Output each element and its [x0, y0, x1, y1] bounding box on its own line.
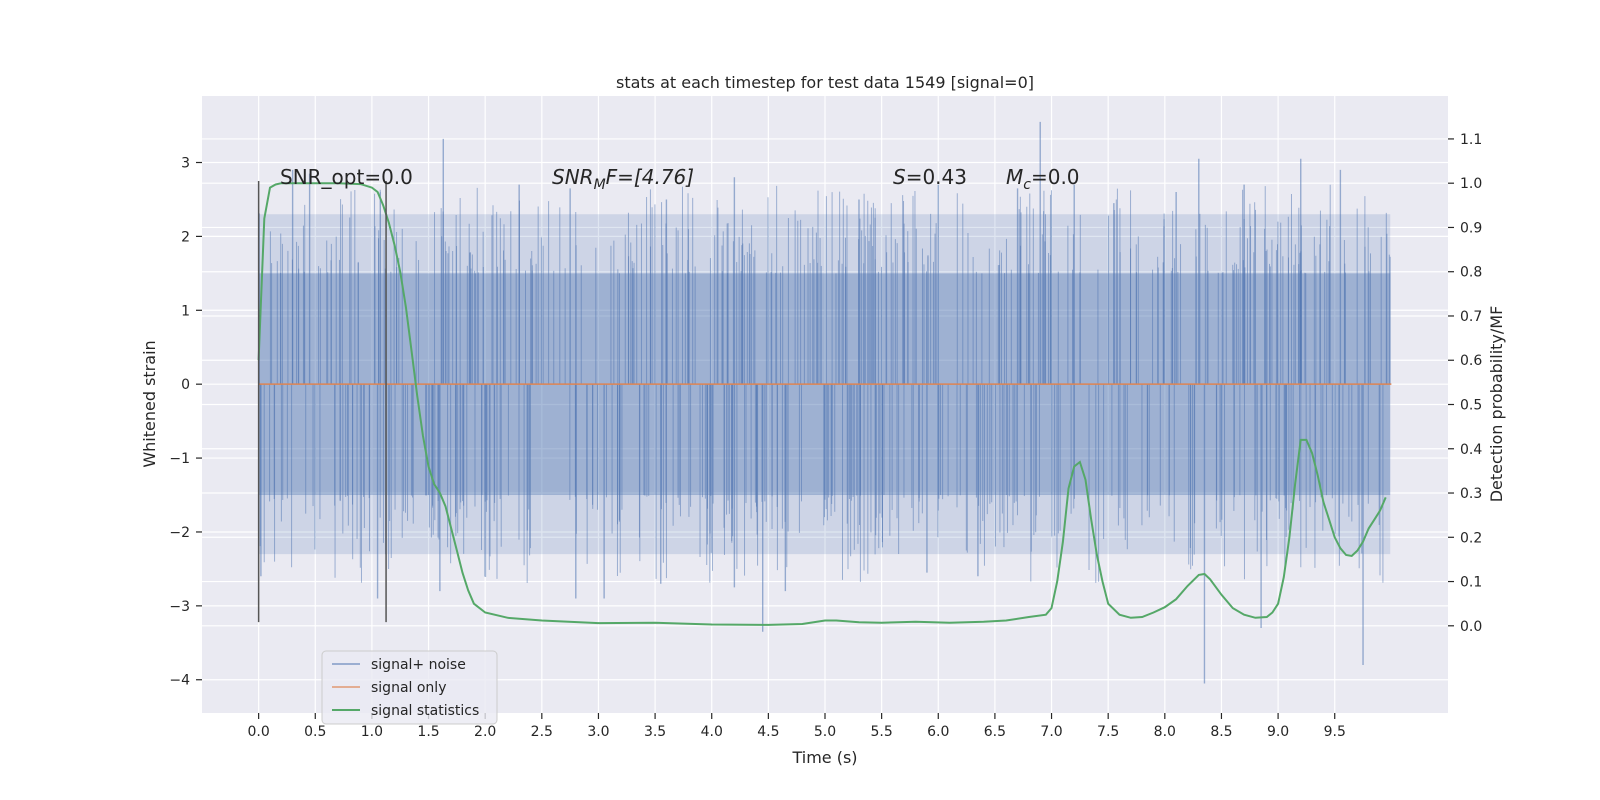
annotation-mc-var: M — [1006, 165, 1023, 189]
y2-tick-label: 0.8 — [1460, 265, 1482, 281]
y-tick-label: 3 — [181, 156, 190, 172]
x-tick-label: 7.0 — [1040, 724, 1062, 740]
x-axis-ticks: 0.0 0.5 1.0 1.5 2.0 2.5 3.0 3.5 4.0 4.5 5.0 5.5 6.0 6… — [248, 713, 1346, 740]
y2-tick-label: 1.1 — [1460, 132, 1482, 148]
y-axis-ticks: 3 2 1 0 −1 −2 −3 −4 — [169, 156, 202, 689]
y2-tick-label: 0.7 — [1460, 309, 1482, 325]
y2-axis-label: Detection probability/MF — [1487, 306, 1506, 503]
annotation-s-val: =0.43 — [906, 165, 967, 189]
y-tick-label: −4 — [169, 673, 190, 689]
y2-tick-label: 0.4 — [1460, 442, 1482, 458]
annotation-mc: Mc=0.0 — [1006, 165, 1080, 193]
y-axis-label: Whitened strain — [140, 340, 159, 467]
legend: signal+ noise signal only signal statist… — [321, 650, 498, 725]
y2-tick-label: 0.0 — [1460, 619, 1482, 635]
x-tick-label: 6.0 — [927, 724, 949, 740]
annotation-s: S=0.43 — [893, 165, 967, 189]
x-axis-label: Time (s) — [791, 748, 857, 767]
y2-tick-label: 0.6 — [1460, 353, 1482, 369]
annotation-snr-mf-sub: M — [594, 177, 606, 193]
x-tick-label: 8.0 — [1154, 724, 1176, 740]
x-tick-label: 6.5 — [984, 724, 1006, 740]
y2-tick-label: 0.2 — [1460, 530, 1482, 546]
vertical-markers — [257, 180, 387, 623]
legend-label-signal-only: signal only — [371, 680, 446, 696]
x-tick-label: 2.5 — [531, 724, 553, 740]
y-tick-label: −2 — [169, 525, 190, 541]
x-tick-label: 4.5 — [757, 724, 779, 740]
signal-statistics-line — [257, 182, 1387, 626]
x-tick-label: 4.0 — [701, 724, 723, 740]
x-tick-label: 5.5 — [871, 724, 893, 740]
x-tick-label: 9.5 — [1324, 724, 1346, 740]
annotation-mc-sub: c — [1023, 177, 1031, 193]
y2-tick-label: 0.5 — [1460, 398, 1482, 414]
x-tick-label: 3.0 — [587, 724, 609, 740]
annotation-snr-mf: SNRMF=[4.76] — [552, 165, 694, 193]
y-tick-label: −1 — [169, 451, 190, 467]
y2-tick-label: 0.3 — [1460, 486, 1482, 502]
signal-noise-spikes — [258, 121, 1391, 684]
x-tick-label: 8.5 — [1210, 724, 1232, 740]
annotation-mc-val: =0.0 — [1031, 165, 1080, 189]
y-tick-label: 1 — [181, 303, 190, 319]
x-tick-label: 1.0 — [361, 724, 383, 740]
x-tick-label: 5.0 — [814, 724, 836, 740]
annotation-s-var: S — [893, 165, 906, 189]
legend-box — [321, 650, 498, 725]
annotation-snr-opt: SNR_opt=0.0 — [280, 165, 413, 189]
noise-band-upper-fringe — [258, 214, 1391, 274]
legend-label-signal-noise: signal+ noise — [371, 657, 466, 673]
chart-title: stats at each timestep for test data 154… — [616, 73, 1034, 92]
y2-axis-ticks: 1.1 1.0 0.9 0.8 0.7 0.6 0.5 0.4 0.3 0.2 0.1 0.0 — [1448, 132, 1482, 635]
x-tick-label: 2.0 — [474, 724, 496, 740]
x-tick-label: 0.5 — [304, 724, 326, 740]
x-tick-label: 3.5 — [644, 724, 666, 740]
x-tick-label: 1.5 — [417, 724, 439, 740]
legend-label-signal-statistics: signal statistics — [371, 703, 479, 719]
x-tick-label: 9.0 — [1267, 724, 1289, 740]
y2-tick-label: 0.1 — [1460, 575, 1482, 591]
y2-tick-label: 1.0 — [1460, 176, 1482, 192]
y-tick-label: −3 — [169, 599, 190, 615]
y-tick-label: 0 — [181, 377, 190, 393]
y-tick-label: 2 — [181, 229, 190, 245]
x-tick-label: 7.5 — [1097, 724, 1119, 740]
x-tick-label: 0.0 — [248, 724, 270, 740]
annotation-snr-mf-base: SNR — [552, 165, 594, 189]
annotation-snr-mf-rest: F=[4.76] — [606, 165, 694, 189]
y2-tick-label: 0.9 — [1460, 220, 1482, 236]
